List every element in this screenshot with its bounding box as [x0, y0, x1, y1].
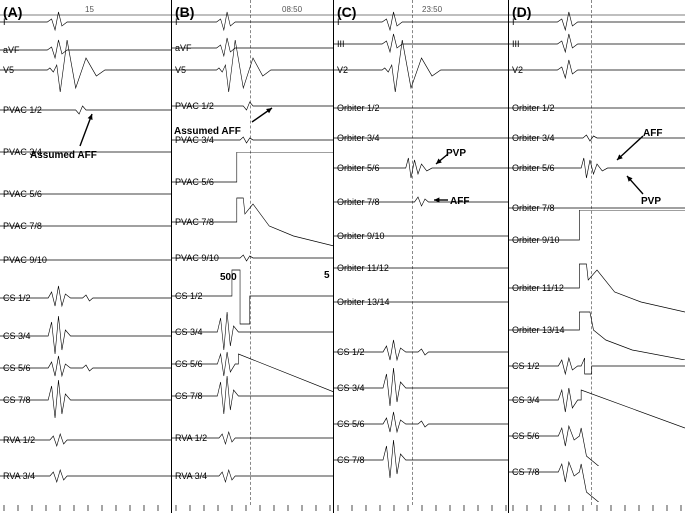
panel-c: (C)23:50 I III V2 Orbiter 1/2 Orbiter 3/…	[334, 0, 509, 513]
tick-marks	[172, 505, 333, 513]
annotation-text: PVP	[446, 148, 466, 159]
annotation-text: Assumed AFF	[30, 150, 97, 161]
annotation-text: 5	[324, 270, 330, 281]
top-rule	[0, 14, 171, 16]
panel-a: (A)15 I aVF V5 PVAC 1/2 PVAC 3/4 PVAC 5/…	[0, 0, 172, 513]
panel-d: (D) I III V2 Orbiter 1/2 Orbiter 3/4 Orb…	[509, 0, 685, 513]
panel-b: (B)08:50 I aVF V5 PVAC 1/2 PVAC 3/4 PVAC…	[172, 0, 334, 513]
panel-label: (A)	[3, 4, 22, 20]
top-rule	[334, 14, 508, 16]
annotation-text: 500	[220, 272, 237, 283]
figure-panels: (A)15 I aVF V5 PVAC 1/2 PVAC 3/4 PVAC 5/…	[0, 0, 685, 513]
tick-marks	[334, 505, 508, 513]
annotation-text: Assumed AFF	[174, 126, 241, 137]
tick-marks	[0, 505, 171, 513]
top-rule	[509, 14, 685, 16]
tick-marks	[509, 505, 685, 513]
panel-label: (B)	[175, 4, 194, 20]
annotation-text: AFF	[643, 128, 662, 139]
annotation-text: PVP	[641, 196, 661, 207]
panel-label: (C)	[337, 4, 356, 20]
top-rule	[172, 14, 333, 16]
panel-label: (D)	[512, 4, 531, 20]
annotation-text: AFF	[450, 196, 469, 207]
